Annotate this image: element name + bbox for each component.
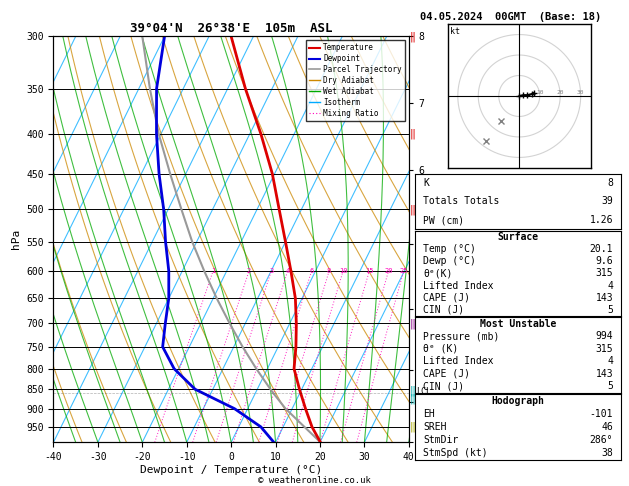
Text: ‖: ‖ [410, 386, 416, 397]
Text: StmDir: StmDir [423, 435, 459, 445]
Text: StmSpd (kt): StmSpd (kt) [423, 448, 488, 458]
Text: 46: 46 [601, 422, 613, 432]
Legend: Temperature, Dewpoint, Parcel Trajectory, Dry Adiabat, Wet Adiabat, Isotherm, Mi: Temperature, Dewpoint, Parcel Trajectory… [306, 40, 405, 121]
Text: Dewp (°C): Dewp (°C) [423, 256, 476, 266]
Text: LCL: LCL [416, 387, 431, 396]
Text: Lifted Index: Lifted Index [423, 280, 494, 291]
Y-axis label: km
ASL: km ASL [435, 240, 452, 261]
Text: CIN (J): CIN (J) [423, 305, 465, 315]
Text: 286°: 286° [590, 435, 613, 445]
Text: ‖: ‖ [410, 204, 416, 215]
Text: K: K [423, 178, 429, 188]
Text: 20.1: 20.1 [590, 244, 613, 254]
Text: 8: 8 [608, 178, 613, 188]
Text: CAPE (J): CAPE (J) [423, 293, 470, 303]
Text: Totals Totals: Totals Totals [423, 196, 500, 207]
Text: Most Unstable: Most Unstable [480, 319, 557, 329]
Text: 20: 20 [384, 268, 392, 274]
Text: 10: 10 [339, 268, 347, 274]
Text: 4: 4 [286, 268, 290, 274]
Text: 1: 1 [211, 268, 215, 274]
Text: ‖: ‖ [410, 422, 416, 432]
Text: 2: 2 [247, 268, 251, 274]
Text: 315: 315 [596, 344, 613, 354]
Text: Hodograph: Hodograph [492, 396, 545, 406]
Text: CIN (J): CIN (J) [423, 382, 465, 391]
Text: 20: 20 [557, 90, 564, 95]
Text: EH: EH [423, 409, 435, 419]
Text: ‖: ‖ [410, 129, 416, 139]
Text: 4: 4 [608, 280, 613, 291]
Text: 38: 38 [601, 448, 613, 458]
Title: 39°04'N  26°38'E  105m  ASL: 39°04'N 26°38'E 105m ASL [130, 22, 332, 35]
Text: 5: 5 [608, 382, 613, 391]
Text: 10: 10 [536, 90, 543, 95]
Text: Surface: Surface [498, 232, 539, 242]
Text: © weatheronline.co.uk: © weatheronline.co.uk [258, 476, 371, 485]
Text: 143: 143 [596, 293, 613, 303]
Text: 25: 25 [399, 268, 408, 274]
Text: Pressure (mb): Pressure (mb) [423, 331, 500, 341]
Text: 315: 315 [596, 268, 613, 278]
Text: ‖: ‖ [410, 318, 416, 329]
Text: ‖: ‖ [410, 394, 416, 404]
Text: kt: kt [450, 27, 460, 36]
Text: 8: 8 [327, 268, 331, 274]
Text: PW (cm): PW (cm) [423, 215, 465, 225]
Text: 4: 4 [608, 356, 613, 366]
Text: 39: 39 [601, 196, 613, 207]
Text: 15: 15 [365, 268, 374, 274]
Text: 3: 3 [269, 268, 274, 274]
Text: Temp (°C): Temp (°C) [423, 244, 476, 254]
Text: Lifted Index: Lifted Index [423, 356, 494, 366]
Y-axis label: hPa: hPa [11, 229, 21, 249]
Text: SREH: SREH [423, 422, 447, 432]
Text: 143: 143 [596, 369, 613, 379]
Text: 994: 994 [596, 331, 613, 341]
Text: 6: 6 [309, 268, 314, 274]
X-axis label: Dewpoint / Temperature (°C): Dewpoint / Temperature (°C) [140, 465, 322, 475]
Text: 04.05.2024  00GMT  (Base: 18): 04.05.2024 00GMT (Base: 18) [420, 12, 601, 22]
Text: 9.6: 9.6 [596, 256, 613, 266]
Text: -101: -101 [590, 409, 613, 419]
Text: 5: 5 [608, 305, 613, 315]
Text: θᵉ(K): θᵉ(K) [423, 268, 453, 278]
Text: CAPE (J): CAPE (J) [423, 369, 470, 379]
Text: 1.26: 1.26 [590, 215, 613, 225]
Text: 30: 30 [577, 90, 584, 95]
Text: ‖: ‖ [410, 31, 416, 42]
Text: θᵉ (K): θᵉ (K) [423, 344, 459, 354]
